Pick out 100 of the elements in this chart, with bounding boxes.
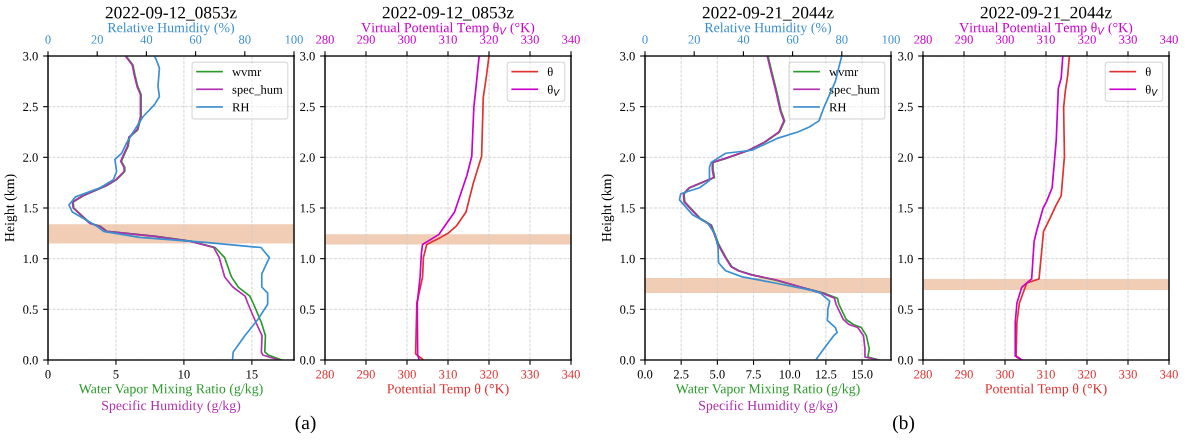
x-tick-label: 300 bbox=[398, 370, 416, 379]
x2-tick-label: 290 bbox=[357, 35, 375, 44]
y-tick-label: 0.5 bbox=[23, 305, 38, 314]
x2-tick-label: 280 bbox=[316, 35, 334, 44]
legend-label: θ bbox=[1145, 67, 1151, 77]
y-tick-label: 0.5 bbox=[620, 305, 635, 314]
y-tick-label: 3.0 bbox=[898, 52, 913, 61]
x2-tick-label: 340 bbox=[562, 35, 580, 44]
y-tick-label: 3.0 bbox=[620, 52, 635, 61]
x2-tick-label: 310 bbox=[1037, 35, 1055, 44]
y-tick-label: 1.5 bbox=[898, 204, 913, 213]
legend-label: RH bbox=[829, 103, 847, 112]
y-tick-label: 0.0 bbox=[300, 356, 315, 365]
y-tick-label: 0.5 bbox=[898, 305, 913, 314]
x2-tick-label: 300 bbox=[398, 35, 416, 44]
x-tick-label: 330 bbox=[521, 370, 539, 379]
x2-tick-label: 40 bbox=[737, 35, 750, 44]
y-tick-label: 1.0 bbox=[23, 254, 38, 264]
y-tick-label: 2.0 bbox=[620, 153, 635, 162]
y-tick-label: 2.5 bbox=[620, 102, 635, 112]
y-axis-title: Height (km) bbox=[601, 174, 615, 242]
chart-title: 2022-09-12_0853z bbox=[382, 6, 514, 21]
y-tick-label: 1.0 bbox=[300, 254, 315, 264]
x2-tick-label: 40 bbox=[140, 35, 153, 44]
legend-label: θ$_{V}$ bbox=[547, 84, 560, 96]
y-tick-label: 0.0 bbox=[620, 356, 635, 365]
x-tick-label: 340 bbox=[562, 370, 580, 379]
x-axis-title: Potential Temp θ (°K) bbox=[985, 383, 1107, 397]
y-tick-label: 1.0 bbox=[620, 254, 635, 264]
x2-tick-label: 20 bbox=[688, 35, 700, 44]
text: (a) bbox=[295, 415, 316, 434]
x2-axis-title: Virtual Potential Temp θ$_{V}$ (°K) bbox=[959, 22, 1133, 36]
legend-label: θ bbox=[547, 67, 553, 77]
x-tick-label: 280 bbox=[914, 370, 932, 379]
x2-tick-label: 80 bbox=[836, 35, 848, 44]
y-tick-label: 2.0 bbox=[23, 153, 38, 162]
y-axis-title: Height (km) bbox=[4, 174, 18, 242]
x-tick-label: 310 bbox=[1037, 370, 1055, 379]
x2-tick-label: 330 bbox=[521, 35, 539, 44]
y-tick-label: 1.0 bbox=[898, 254, 913, 264]
x2-tick-label: 290 bbox=[955, 35, 973, 44]
x-tick-label: 310 bbox=[439, 370, 457, 379]
x-tick-label: 2.5 bbox=[673, 370, 689, 379]
x-tick-label: 320 bbox=[1078, 370, 1096, 379]
x-axis-title: Water Vapor Mixing Ratio (g/kg) Specific Humidity (g/kg) bbox=[675, 383, 860, 414]
x-tick-label: 5.0 bbox=[710, 370, 725, 379]
x-tick-label: 10 bbox=[178, 370, 190, 379]
x2-tick-label: 320 bbox=[480, 35, 498, 44]
x2-tick-label: 100 bbox=[285, 35, 303, 44]
chart-title: 2022-09-21_2044z bbox=[980, 6, 1112, 21]
y-tick-label: 3.0 bbox=[23, 52, 38, 61]
line-series bbox=[414, 56, 490, 360]
x2-axis-title: Virtual Potential Temp θ$_{V}$ (°K) bbox=[361, 22, 535, 36]
x2-tick-label: 300 bbox=[996, 35, 1014, 44]
x-tick-label: 320 bbox=[480, 370, 498, 379]
legend-label: RH bbox=[232, 103, 250, 112]
x-tick-label: 290 bbox=[357, 370, 375, 379]
x-tick-label: 340 bbox=[1160, 370, 1178, 379]
x-tick-label: 7.5 bbox=[746, 370, 761, 379]
x2-tick-label: 100 bbox=[882, 35, 900, 44]
x2-tick-label: 340 bbox=[1160, 35, 1178, 44]
x-tick-label: 0.0 bbox=[637, 370, 653, 379]
chart-title: 2022-09-12_0853z bbox=[105, 6, 237, 21]
legend-label: wvmr bbox=[232, 70, 262, 77]
y-tick-label: 2.5 bbox=[898, 102, 913, 112]
x2-tick-label: 0 bbox=[642, 35, 648, 44]
y-tick-label: 2.5 bbox=[23, 102, 38, 112]
x2-tick-label: 20 bbox=[91, 35, 103, 44]
x2-axis-title: Relative Humidity (%) bbox=[704, 22, 832, 36]
x2-tick-label: 60 bbox=[786, 35, 799, 44]
x2-tick-label: 310 bbox=[439, 35, 457, 44]
y-tick-label: 1.5 bbox=[23, 204, 38, 213]
y-tick-label: 0.0 bbox=[23, 356, 38, 365]
text: (b) bbox=[893, 415, 915, 434]
x2-tick-label: 320 bbox=[1078, 35, 1096, 44]
y-tick-label: 0.5 bbox=[300, 305, 315, 314]
x-tick-label: 10.0 bbox=[779, 370, 801, 379]
x-tick-label: 0 bbox=[45, 370, 51, 379]
x2-tick-label: 0 bbox=[45, 35, 51, 44]
x-tick-label: 5 bbox=[113, 370, 119, 379]
x-tick-label: 300 bbox=[996, 370, 1014, 379]
legend-label: spec_hum bbox=[232, 84, 283, 97]
x2-axis-title: Relative Humidity (%) bbox=[107, 22, 235, 36]
x-tick-label: 12.5 bbox=[816, 370, 837, 379]
y-tick-label: 1.5 bbox=[620, 204, 635, 213]
y-tick-label: 1.5 bbox=[300, 204, 315, 213]
y-tick-label: 2.5 bbox=[300, 102, 315, 112]
y-tick-label: 2.0 bbox=[300, 153, 315, 162]
legend-label: θ$_{V}$ bbox=[1145, 84, 1158, 96]
x2-tick-label: 330 bbox=[1119, 35, 1137, 44]
x-axis-title: Water Vapor Mixing Ratio (g/kg) Specific Humidity (g/kg) bbox=[78, 383, 263, 414]
x-tick-label: 15 bbox=[246, 370, 258, 379]
x-axis-title: Potential Temp θ (°K) bbox=[387, 383, 509, 397]
x2-tick-label: 80 bbox=[239, 35, 251, 44]
x-tick-label: 330 bbox=[1119, 370, 1137, 379]
x-tick-label: 290 bbox=[955, 370, 973, 379]
y-tick-label: 0.0 bbox=[898, 356, 913, 365]
x2-tick-label: 280 bbox=[914, 35, 932, 44]
y-tick-label: 2.0 bbox=[898, 153, 913, 162]
x-tick-label: 15.0 bbox=[852, 370, 873, 379]
